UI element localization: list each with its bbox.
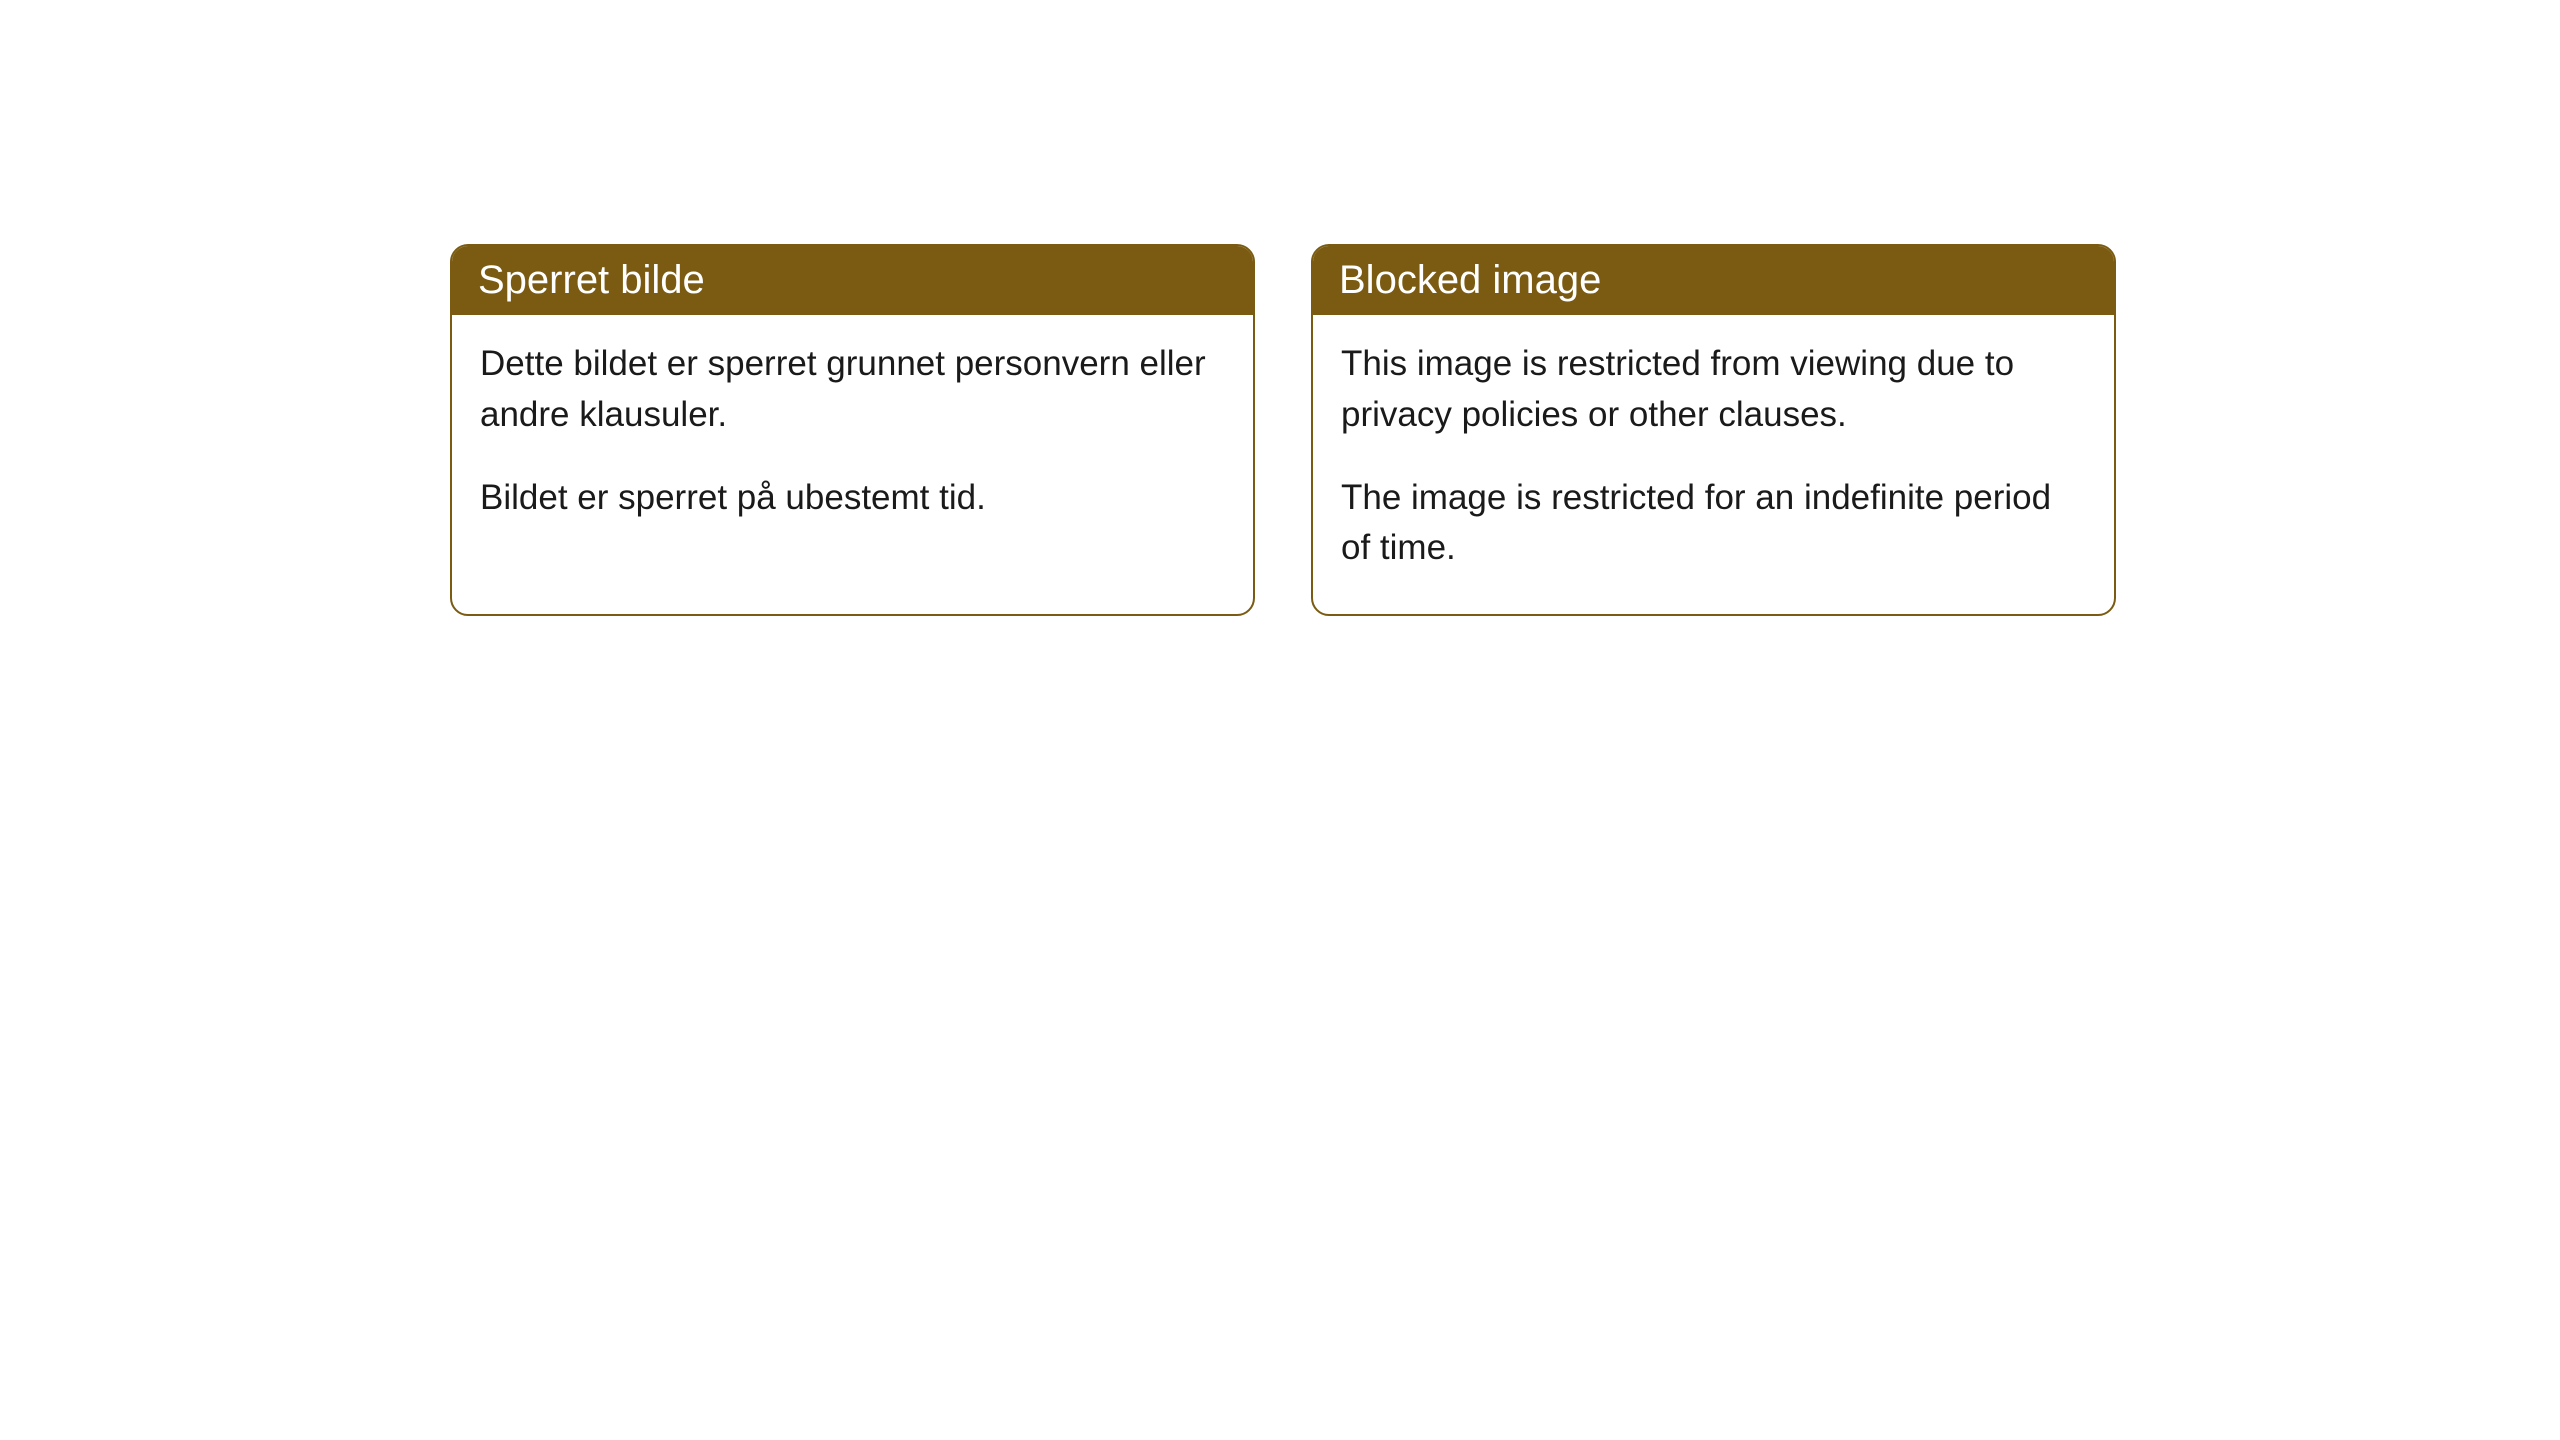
card-header: Blocked image: [1313, 246, 2114, 315]
card-title: Blocked image: [1339, 258, 1601, 302]
notice-cards-container: Sperret bilde Dette bildet er sperret gr…: [0, 0, 2560, 616]
card-paragraph: Bildet er sperret på ubestemt tid.: [480, 473, 1225, 524]
card-body: This image is restricted from viewing du…: [1313, 315, 2114, 614]
card-body: Dette bildet er sperret grunnet personve…: [452, 315, 1253, 563]
card-header: Sperret bilde: [452, 246, 1253, 315]
card-title: Sperret bilde: [478, 258, 705, 302]
card-paragraph: Dette bildet er sperret grunnet personve…: [480, 339, 1225, 441]
notice-card-english: Blocked image This image is restricted f…: [1311, 244, 2116, 616]
notice-card-norwegian: Sperret bilde Dette bildet er sperret gr…: [450, 244, 1255, 616]
card-paragraph: This image is restricted from viewing du…: [1341, 339, 2086, 441]
card-paragraph: The image is restricted for an indefinit…: [1341, 473, 2086, 575]
